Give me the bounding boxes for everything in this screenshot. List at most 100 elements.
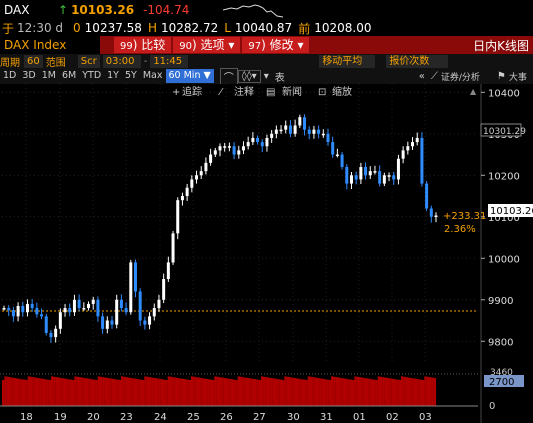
candle-body [195,175,199,180]
candle-body [345,166,349,184]
volume-bar [170,376,173,406]
candle-body [392,175,396,180]
line-chart-icon[interactable]: ⌒ [219,68,238,84]
candle-type-icon[interactable]: ◊◊▾ [237,69,261,83]
start-time-field[interactable]: 03:00 [102,54,141,68]
volume-bar [118,380,122,406]
range-3d[interactable]: 3D [22,70,36,81]
tick-count-field[interactable]: 报价次数 [386,54,449,68]
volume-bar [331,376,334,406]
ticker-symbol[interactable]: DAX [4,3,30,17]
candle-body [354,175,358,180]
annotate-tool[interactable]: 注释 [234,85,254,98]
flag-icon[interactable]: ⚑ [496,70,506,82]
volume-bar [128,377,131,406]
volume-bar [193,376,196,406]
range-ytd[interactable]: YTD [82,70,102,81]
sparkline [223,4,284,18]
candle-body [321,133,325,136]
collapse-icon[interactable]: « [418,70,425,82]
volume-bar [237,376,241,406]
volume-bar [230,379,234,406]
zoom-icon[interactable]: ⊡ [318,87,326,98]
table-icon[interactable]: 表 [274,72,285,84]
candle-body [265,137,269,147]
candle-body [63,308,67,313]
volume-bar [284,376,287,406]
modify-num: 97 [248,41,262,52]
moving-average-field[interactable]: 移动平均 [319,54,376,68]
news-icon[interactable]: ▤ [266,87,275,98]
track-tool[interactable]: 追踪 [182,85,202,98]
volume-bar [394,379,397,406]
x-tick-label: 31 [320,412,333,423]
zoom-tool[interactable]: 缩放 [332,85,352,98]
volume-bar [307,376,311,406]
candle-body [378,171,382,184]
candle-body [368,171,372,176]
volume-bar [419,379,423,406]
more-menu-icon[interactable]: ▾ [263,70,269,82]
x-tick-label: 19 [54,412,67,423]
change-tag: +233.31 [443,211,486,222]
modify-button[interactable]: 97) 修改 ▾ [242,37,310,53]
candle-body [246,142,250,147]
end-time-field[interactable]: 11:45 [150,54,189,68]
volume-bar [153,378,157,406]
volume-bar [107,378,110,406]
range-1d[interactable]: 1D [3,70,17,81]
range-1m[interactable]: 1M [41,70,56,81]
volume-bar [226,378,229,406]
last-price: 10103.26 [71,3,135,17]
volume-bar [191,376,194,406]
volume-bar [312,377,315,406]
prev-label: 前 [298,21,311,36]
volume-bar [310,376,313,406]
quote-time: 12:30 d [17,21,64,35]
crosshair-icon[interactable]: + [172,87,180,98]
volume-bar [174,377,178,406]
volume-bar [202,378,206,406]
range-5y[interactable]: 5Y [125,70,137,81]
candle-body [176,200,180,234]
range-6m[interactable]: 6M [61,70,77,81]
volume-bar [212,380,215,406]
volume-bar [205,378,208,406]
volume-bar [282,380,285,406]
candle-body [425,183,429,209]
news-tool[interactable]: 新闻 [282,85,302,98]
volume-bar [6,376,10,406]
volume-bar [32,377,35,406]
volume-bar [277,379,280,406]
mode-field[interactable]: Scr [77,54,100,68]
events-label[interactable]: 大事 [508,72,527,83]
x-tick-label: 24 [154,412,167,423]
volume-bar [403,376,406,406]
range-max[interactable]: Max [142,70,163,81]
analysis-label[interactable]: 证券/分析 [440,72,480,83]
volume-bar [319,378,322,406]
compare-button[interactable]: 99) 比较 [114,37,172,53]
volume-bar [79,377,82,406]
y-axis-up-icon[interactable]: ▲ [470,87,477,96]
volume-bar [184,379,187,406]
volume-bar [163,379,166,406]
x-tick-label: 20 [87,412,100,423]
index-name[interactable]: DAX Index [0,36,100,54]
candle-body [223,146,227,148]
volume-bar [263,376,266,406]
volume-bar [144,376,147,406]
volume-bar [389,378,392,406]
analysis-icon[interactable]: ⟋ [430,70,438,82]
volume-bar [417,379,420,406]
annotate-icon[interactable]: ⁄ [218,87,224,98]
range-1y[interactable]: 1Y [107,70,119,81]
period-field[interactable]: 60 [24,54,43,68]
candle-body [274,129,278,134]
volume-tick-top: 3460 [490,368,513,378]
price-chart[interactable]: + 追踪 ⁄ 注释 ▤ 新闻 ⊡ 缩放 ▲ 104001030010200101… [0,84,533,423]
options-button[interactable]: 90) 选项 ▾ [173,37,241,53]
volume-bar [324,379,327,406]
interval-select[interactable]: 60 Min ▼ [165,69,214,83]
volume-bar [111,378,115,406]
